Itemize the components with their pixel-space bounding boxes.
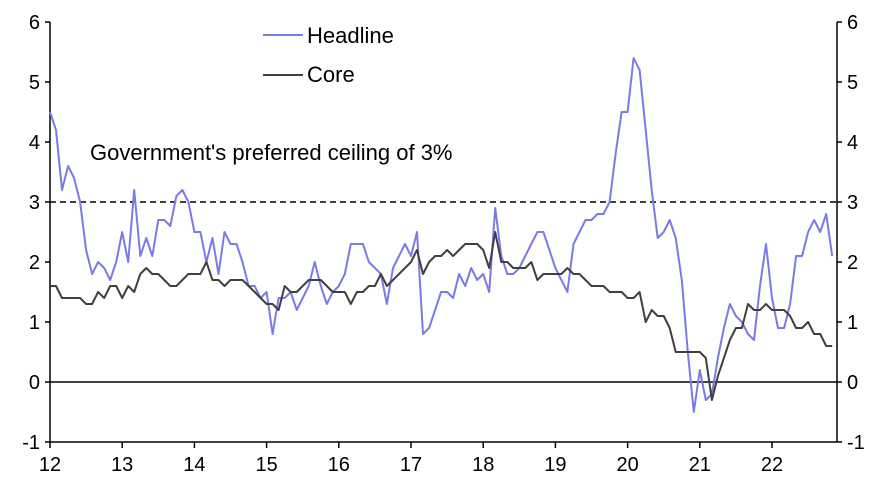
- x-tick-label: 22: [761, 454, 783, 476]
- y-tick-label-right: 3: [847, 192, 858, 214]
- y-tick-label-left: 5: [29, 72, 40, 94]
- legend: Headline Core: [263, 23, 394, 87]
- x-tick-label: 15: [255, 454, 277, 476]
- x-tick-label: 14: [183, 454, 205, 476]
- y-tick-label-left: 4: [29, 132, 40, 154]
- x-tick-label: 19: [544, 454, 566, 476]
- y-tick-label-left: 6: [29, 12, 40, 34]
- y-tick-label-right: 4: [847, 132, 858, 154]
- x-tick-label: 20: [616, 454, 638, 476]
- x-tick-label: 18: [472, 454, 494, 476]
- y-tick-label-right: 0: [847, 372, 858, 394]
- y-tick-label-right: 2: [847, 252, 858, 274]
- series-line-headline: [49, 57, 834, 413]
- series-line-core: [50, 231, 833, 401]
- legend-label-headline: Headline: [307, 23, 394, 48]
- x-tick-label: 17: [400, 454, 422, 476]
- y-tick-label-left: 3: [29, 192, 40, 214]
- series-layer: [49, 57, 834, 413]
- x-tick-label: 12: [39, 454, 61, 476]
- y-tick-label-left: 0: [29, 372, 40, 394]
- ceiling-annotation: Government's preferred ceiling of 3%: [90, 140, 452, 165]
- y-tick-label-right: 6: [847, 12, 858, 34]
- y-tick-label-left: 2: [29, 252, 40, 274]
- x-tick-label: 21: [689, 454, 711, 476]
- y-tick-label-left: -1: [22, 432, 40, 454]
- x-tick-label: 13: [111, 454, 133, 476]
- y-tick-label-right: 5: [847, 72, 858, 94]
- y-tick-label-right: 1: [847, 312, 858, 334]
- reference-lines: [50, 201, 837, 383]
- x-tick-label: 16: [328, 454, 350, 476]
- y-tick-label-left: 1: [29, 312, 40, 334]
- y-tick-label-right: -1: [847, 432, 865, 454]
- legend-label-core: Core: [307, 62, 355, 87]
